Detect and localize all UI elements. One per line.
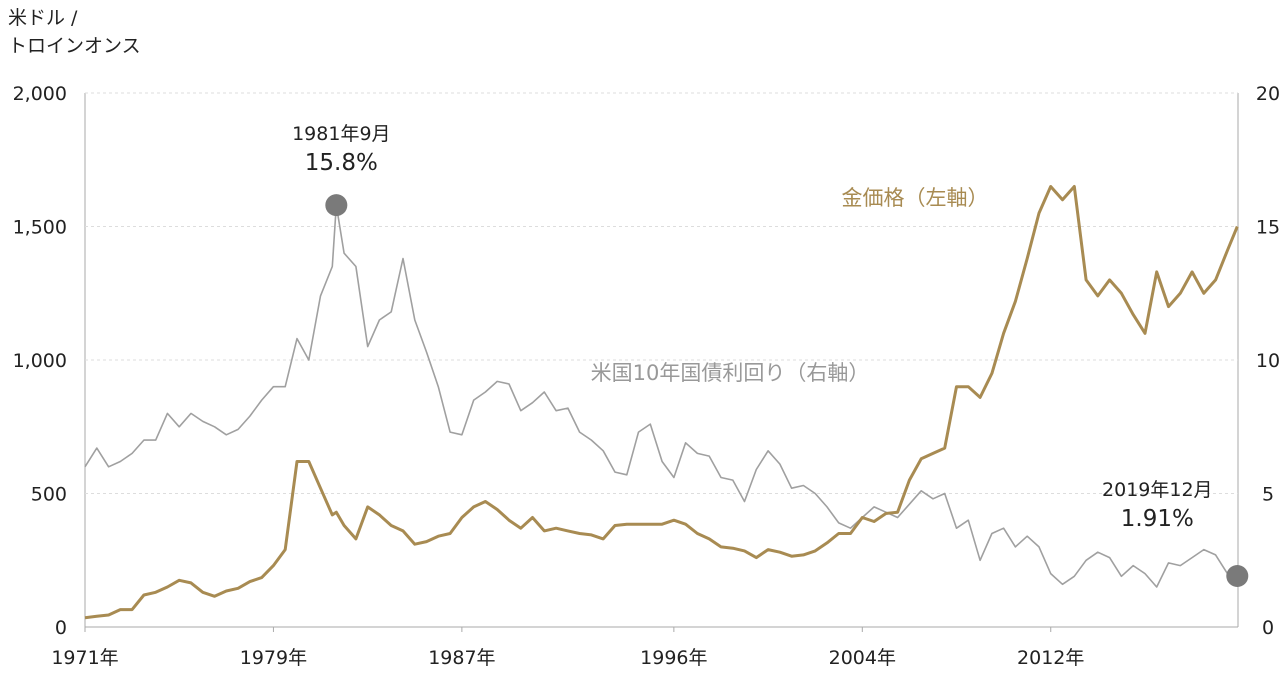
y2-tick-label: 15	[1256, 217, 1280, 239]
x-tick-label: 1987年	[428, 647, 495, 669]
x-tick-label: 2004年	[829, 647, 896, 669]
annotation-dot	[1226, 565, 1249, 588]
series-line	[84, 185, 1239, 620]
x-tick-label: 2012年	[1017, 647, 1084, 669]
series-label: 米国10年国債利回り（右軸）	[591, 361, 870, 385]
x-tick-label: 1996年	[640, 647, 707, 669]
y2-tick-label: 10	[1256, 350, 1280, 372]
y2-tick-label: 0	[1262, 617, 1274, 639]
y-axis-label: トロインオンス	[8, 35, 141, 57]
y-tick-label: 1,000	[13, 350, 67, 372]
annotation-date: 2019年12月	[1102, 479, 1213, 501]
annotation-date: 1981年9月	[292, 123, 390, 145]
x-tick-label: 1971年	[51, 647, 118, 669]
series-label: 金価格（左軸）	[842, 186, 989, 210]
annotation-value: 1.91%	[1121, 506, 1194, 532]
y-axis-label: 米ドル /	[8, 7, 78, 29]
y-tick-label: 0	[55, 617, 67, 639]
y-tick-label: 1,500	[13, 217, 67, 239]
y-tick-label: 500	[31, 484, 67, 506]
annotation-dot	[325, 194, 348, 217]
y2-tick-label: 20	[1256, 83, 1280, 105]
annotation-value: 15.8%	[305, 150, 378, 176]
y2-tick-label: 5	[1262, 484, 1274, 506]
y-tick-label: 2,000	[13, 83, 67, 105]
series-line	[84, 204, 1238, 588]
x-tick-label: 1979年	[240, 647, 307, 669]
